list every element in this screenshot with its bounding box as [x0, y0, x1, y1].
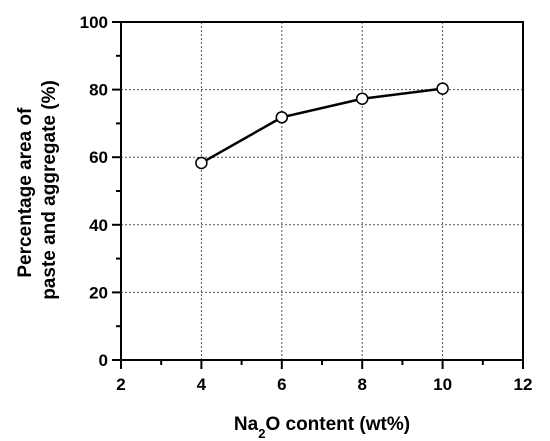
series-line [200, 87, 443, 165]
data-point [195, 156, 208, 170]
x-tick-label: 4 [197, 375, 207, 394]
y-tick-label: 0 [99, 351, 108, 370]
grid-lines [121, 22, 523, 360]
y-axis-label: Percentage area of paste and aggregate (… [15, 80, 60, 300]
y-tick-label: 60 [89, 148, 108, 167]
y-tick-label: 100 [80, 13, 108, 32]
x-axis-label: Na2O content (wt%) [234, 414, 410, 441]
y-tick-label: 80 [89, 81, 108, 100]
y-tick-label: 40 [89, 216, 108, 235]
x-tick-label: 6 [277, 375, 286, 394]
data-series [195, 82, 449, 170]
x-tick-label: 2 [116, 375, 125, 394]
x-tick-label: 8 [357, 375, 366, 394]
x-tick-label: 12 [514, 375, 533, 394]
data-point [436, 82, 449, 95]
data-point [355, 92, 369, 105]
plot-frame [120, 21, 524, 361]
y-tick-label: 20 [89, 283, 108, 302]
tick-labels: 2 4 6 8 10 12 0 20 40 60 80 100 [80, 13, 533, 394]
axis-ticks [112, 21, 524, 369]
x-tick-label: 10 [433, 375, 452, 394]
data-point [275, 111, 289, 124]
